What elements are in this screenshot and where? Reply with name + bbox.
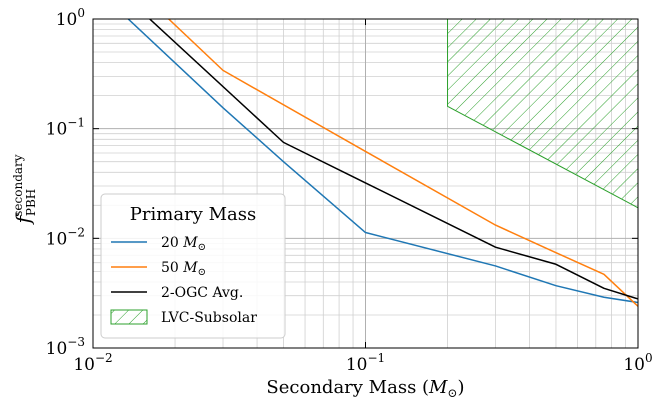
y-tick-label: 100 (56, 6, 85, 30)
legend-title: Primary Mass (130, 204, 256, 225)
legend-box (100, 193, 286, 339)
x-tick-label: 10−1 (346, 351, 385, 375)
exclusion-region (447, 19, 638, 209)
legend-label: 20 M⊙ (161, 235, 206, 253)
legend: Primary Mass 20 M⊙ 50 M⊙ 2-OGC Avg. LVC-Subs… (100, 193, 286, 339)
y-axis-label: fPBHsecondary (11, 154, 38, 225)
y-axis-title: fPBHsecondary (11, 154, 38, 225)
x-tick-label: 10−2 (73, 351, 112, 375)
series-line-1 (167, 19, 638, 307)
y-tick-label: 10−2 (46, 225, 85, 249)
region-lvc-subsolar (447, 19, 638, 209)
y-tick-label: 10−3 (46, 335, 85, 359)
legend-label: 2-OGC Avg. (161, 285, 243, 301)
legend-swatch-region (110, 309, 148, 325)
y-tick-label: 10−1 (46, 116, 85, 140)
series-lines (127, 19, 638, 307)
x-tick-label: 100 (623, 351, 652, 375)
series-line-2 (148, 19, 638, 300)
tick-marks (92, 18, 639, 349)
x-axis-title: Secondary Mass (M⊙) (266, 377, 464, 399)
legend-label: LVC-Subsolar (161, 310, 257, 326)
legend-label: 50 M⊙ (161, 260, 206, 278)
series-line-0 (127, 19, 638, 304)
